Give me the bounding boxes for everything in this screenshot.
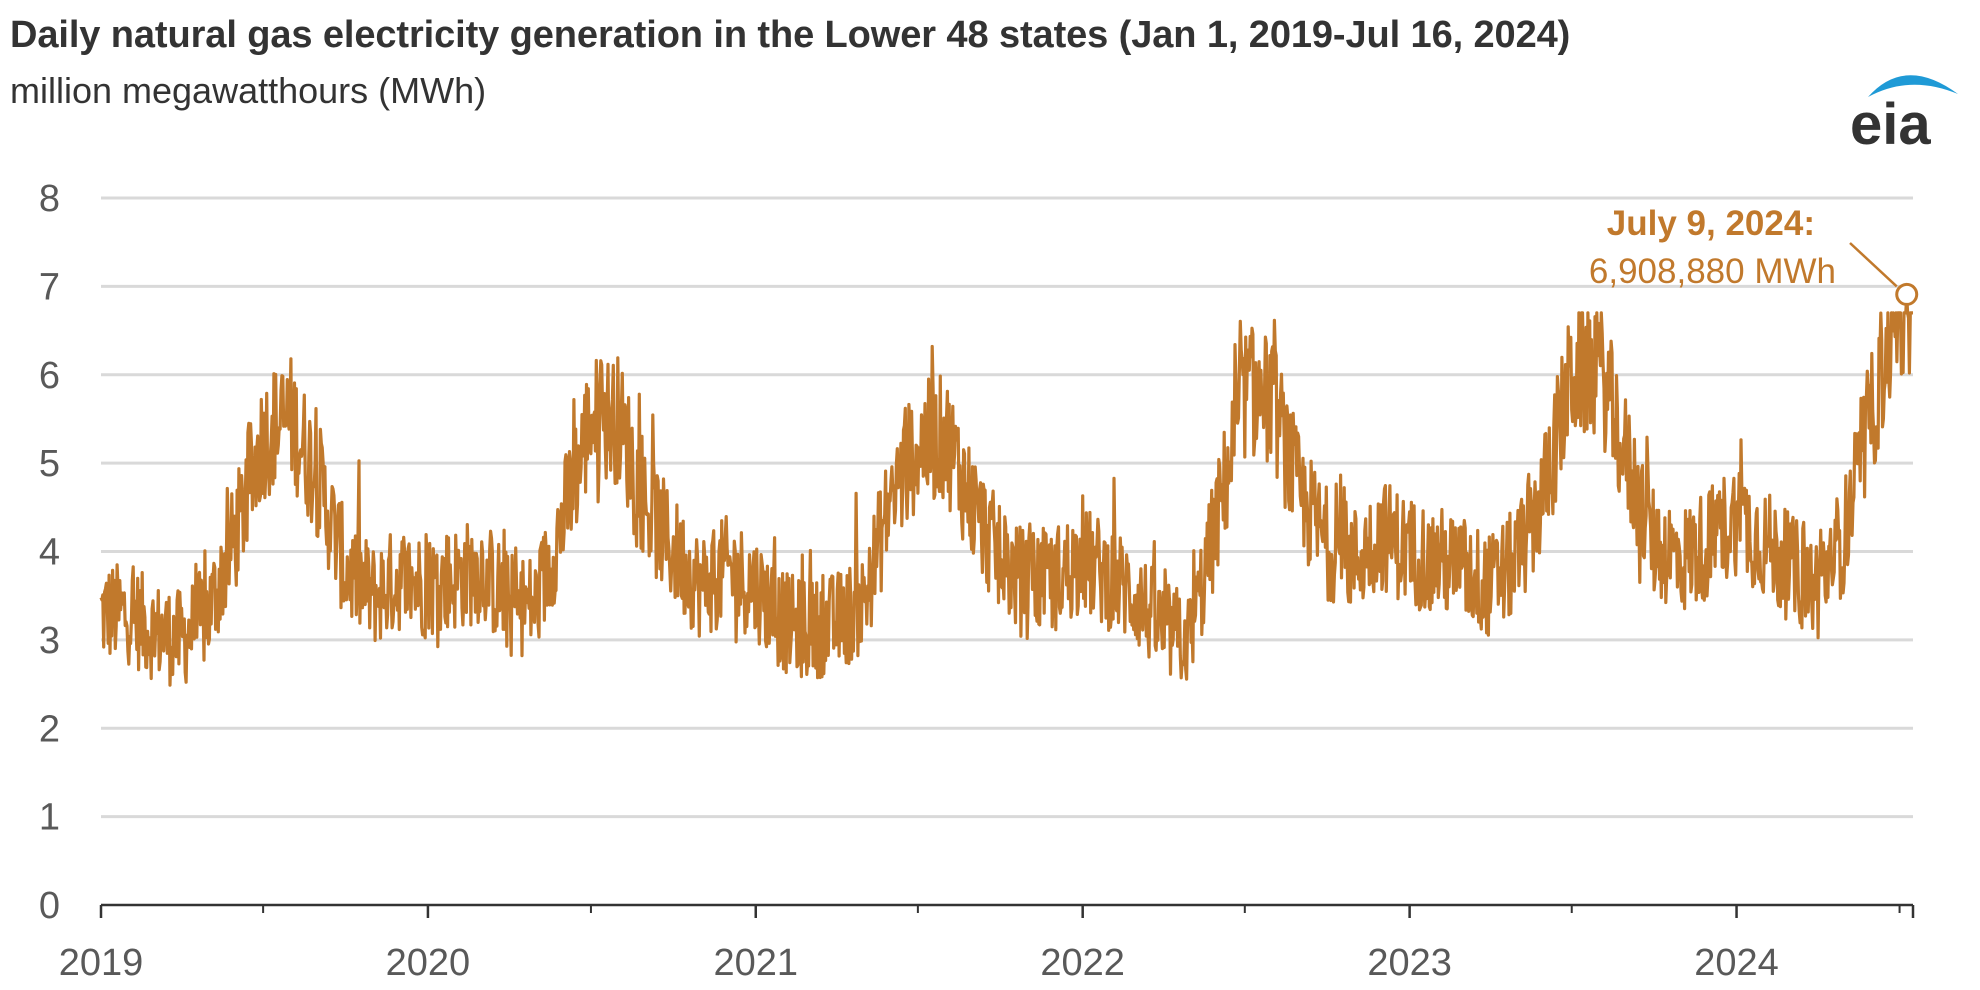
x-tick-label: 2022	[1040, 942, 1125, 984]
x-tick-label: 2019	[59, 942, 144, 984]
x-tick-label: 2024	[1694, 942, 1779, 984]
eia-logo-swoosh	[1868, 75, 1958, 97]
x-axis: 2019 2020 2021 2022 2023 2024	[59, 903, 1915, 984]
annotation-title: July 9, 2024:	[1607, 204, 1815, 243]
x-tick-label: 2020	[386, 942, 471, 984]
y-tick-label: 8	[39, 178, 60, 220]
x-tick-label: 2023	[1367, 942, 1452, 984]
y-tick-label: 4	[39, 532, 60, 574]
y-axis: 0 1 2 3 4 5 6 7 8	[39, 178, 60, 927]
peak-annotation: July 9, 2024: 6,908,880 MWh	[1589, 204, 1919, 306]
y-tick-label: 2	[39, 708, 60, 750]
chart-subtitle: million megawatthours (MWh)	[10, 70, 487, 111]
y-tick-label: 3	[39, 620, 60, 662]
y-tick-label: 7	[39, 266, 60, 308]
eia-logo-text: eia	[1850, 92, 1931, 157]
eia-logo: eia	[1850, 75, 1958, 157]
y-tick-label: 5	[39, 443, 60, 485]
annotation-leader	[1849, 242, 1898, 288]
chart-title: Daily natural gas electricity generation…	[10, 14, 1571, 56]
y-tick-label: 6	[39, 355, 60, 397]
series-line	[99, 292, 1914, 687]
x-tick-label: 2021	[713, 942, 798, 984]
y-tick-label: 0	[39, 885, 60, 927]
y-tick-label: 1	[39, 797, 60, 839]
peak-marker	[1895, 282, 1919, 306]
annotation-value: 6,908,880 MWh	[1589, 252, 1836, 291]
series-layer	[99, 292, 1914, 687]
